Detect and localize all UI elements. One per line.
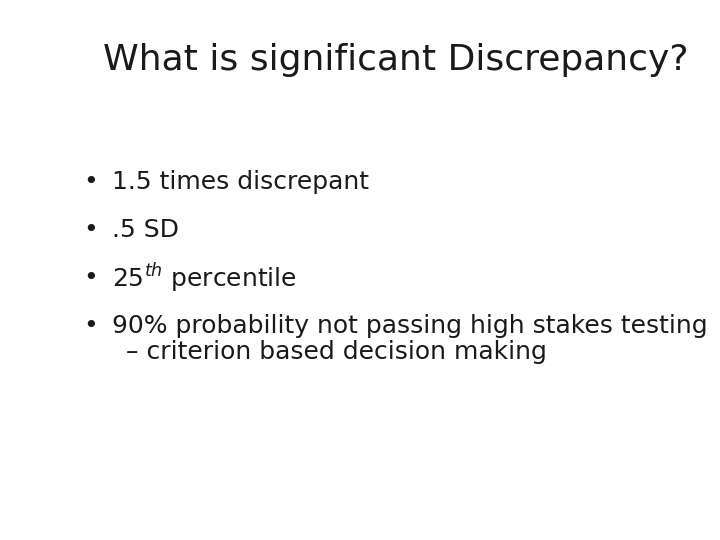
- Text: •: •: [83, 314, 97, 338]
- Text: •: •: [83, 170, 97, 194]
- Text: 25$^{th}$ percentile: 25$^{th}$ percentile: [112, 261, 297, 295]
- Text: – criterion based decision making: – criterion based decision making: [126, 340, 547, 364]
- Text: .5 SD: .5 SD: [112, 218, 179, 242]
- Text: 90% probability not passing high stakes testing: 90% probability not passing high stakes …: [112, 314, 707, 338]
- Text: What is significant Discrepancy?: What is significant Discrepancy?: [103, 43, 689, 77]
- Text: •: •: [83, 218, 97, 242]
- Text: 1.5 times discrepant: 1.5 times discrepant: [112, 170, 369, 194]
- Text: •: •: [83, 266, 97, 290]
